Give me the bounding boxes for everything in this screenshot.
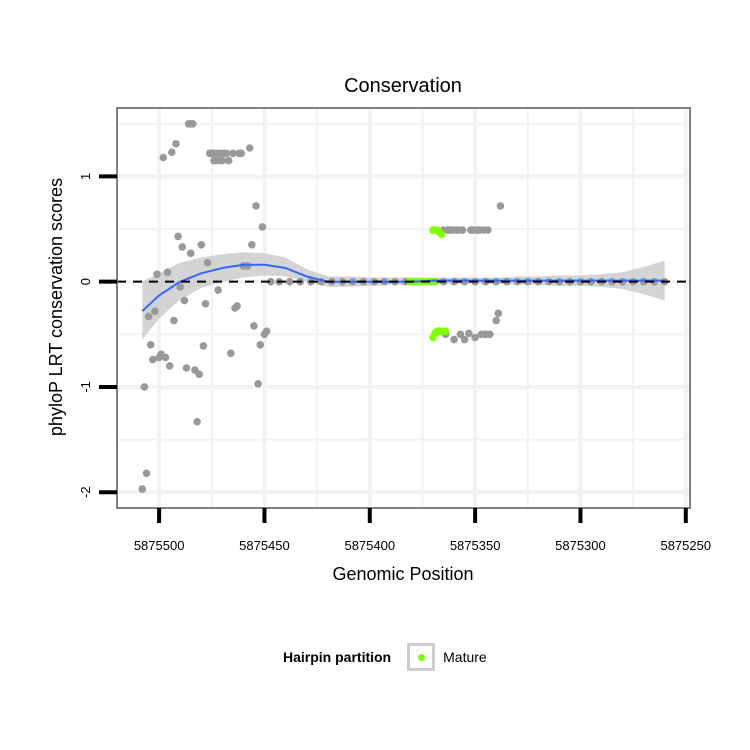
data-point xyxy=(159,153,168,162)
y-tick-label: 1 xyxy=(78,173,93,180)
mature-point xyxy=(441,327,450,336)
data-point xyxy=(233,302,241,310)
data-point xyxy=(248,241,256,249)
data-point xyxy=(144,312,153,321)
mature-dot-icon xyxy=(418,654,426,661)
x-tick-label: 5875300 xyxy=(555,538,606,553)
x-tick-label: 5875250 xyxy=(660,538,711,553)
legend-title: Hairpin partition xyxy=(283,649,392,665)
data-point xyxy=(201,300,210,308)
data-point xyxy=(465,329,473,338)
data-point xyxy=(142,469,151,478)
data-point xyxy=(492,316,501,325)
data-point xyxy=(254,380,262,388)
legend: Hairpin partition Mature xyxy=(283,640,487,674)
data-point xyxy=(163,268,172,277)
x-tick-label: 5875450 xyxy=(239,538,290,553)
smooth-line xyxy=(141,263,665,312)
confidence-ribbon xyxy=(142,252,665,340)
data-point xyxy=(178,243,187,251)
data-point xyxy=(180,296,189,305)
data-point xyxy=(214,286,222,294)
legend-label-mature: Mature xyxy=(443,649,487,665)
y-axis-label: phyloP LRT conservation scores xyxy=(46,178,66,436)
data-point xyxy=(197,241,206,249)
data-point xyxy=(161,353,170,362)
data-point xyxy=(496,202,505,210)
data-point xyxy=(140,383,149,391)
data-point xyxy=(203,258,212,267)
data-point xyxy=(222,149,231,158)
panel-border xyxy=(116,107,691,509)
y-tick-label: -2 xyxy=(78,486,93,498)
data-point xyxy=(460,335,469,344)
data-point xyxy=(494,309,503,318)
data-point xyxy=(189,120,197,128)
chart-title: Conservation xyxy=(344,75,462,97)
data-point xyxy=(252,202,260,210)
data-point xyxy=(450,335,458,344)
data-point xyxy=(256,341,265,349)
data-point xyxy=(245,144,254,152)
data-point xyxy=(267,277,275,286)
data-point xyxy=(182,364,191,372)
x-axis-label: Genomic Position xyxy=(332,564,473,584)
y-tick-label: -1 xyxy=(78,381,93,393)
data-point xyxy=(250,322,258,330)
x-tick-label: 5875350 xyxy=(450,538,501,553)
data-point xyxy=(176,283,184,291)
data-point xyxy=(227,349,235,358)
data-point xyxy=(151,307,159,316)
data-point xyxy=(458,226,467,234)
legend-key-mature xyxy=(407,643,436,671)
plot-panel xyxy=(116,107,691,509)
data-point xyxy=(199,342,208,350)
data-point xyxy=(285,277,294,286)
data-point xyxy=(484,226,492,234)
panel-background xyxy=(117,108,690,508)
data-point xyxy=(170,316,178,325)
data-point xyxy=(262,327,271,336)
data-point xyxy=(149,355,157,364)
axes: 5875500 5875450 5875400 5875350 5875300 58752… xyxy=(78,173,711,553)
mature-point xyxy=(437,230,446,239)
data-point xyxy=(165,362,174,370)
data-point xyxy=(229,149,237,158)
data-point xyxy=(138,485,147,493)
data-point xyxy=(193,417,201,426)
x-tick-label: 5875400 xyxy=(344,538,395,553)
data-point xyxy=(456,330,465,339)
y-tick-label: 0 xyxy=(78,278,93,285)
data-point xyxy=(172,140,180,148)
data-point xyxy=(258,223,267,231)
data-point xyxy=(195,370,203,379)
data-point xyxy=(168,148,176,156)
data-point xyxy=(224,156,233,165)
data-point xyxy=(218,156,227,165)
data-point xyxy=(146,341,155,349)
data-point xyxy=(174,232,182,241)
data-point xyxy=(186,249,195,258)
data-point xyxy=(153,270,161,279)
x-tick-label: 5875500 xyxy=(134,538,185,553)
data-point xyxy=(243,262,252,270)
data-point xyxy=(486,330,494,339)
data-point xyxy=(471,333,479,342)
data-point xyxy=(237,149,246,158)
